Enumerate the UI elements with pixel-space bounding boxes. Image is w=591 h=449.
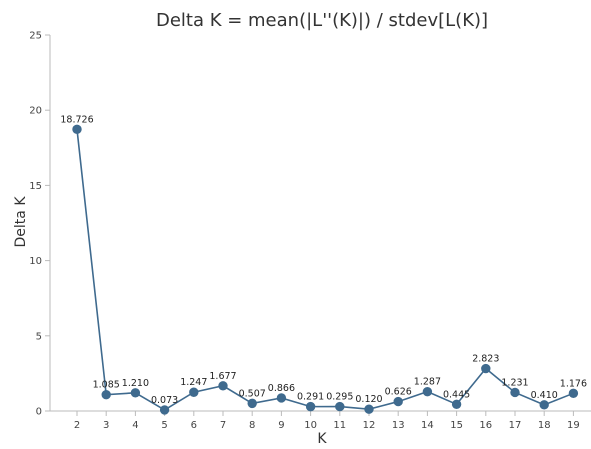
x-tick-label: 2 (74, 420, 80, 431)
y-tick-label: 20 (29, 106, 42, 117)
data-point (451, 399, 462, 410)
data-point (130, 388, 141, 398)
data-label: 0.120 (355, 394, 382, 405)
data-label: 1.085 (93, 380, 120, 391)
data-label: 2.823 (472, 354, 499, 365)
data-point (364, 404, 374, 414)
series-delta-k (72, 124, 579, 415)
data-point (247, 398, 257, 409)
data-point (189, 387, 199, 397)
series-line (76, 129, 574, 411)
x-tick-label: 4 (132, 420, 138, 431)
data-label: 1.287 (414, 377, 441, 388)
x-tick-label: 11 (333, 420, 346, 431)
x-tick-label: 3 (103, 420, 109, 431)
data-label: 0.866 (268, 383, 295, 394)
data-label: 0.291 (297, 392, 324, 403)
x-tick-label: 8 (249, 420, 255, 431)
x-tick-label: 18 (538, 420, 551, 431)
data-label: 1.210 (122, 378, 149, 389)
data-label: 18.726 (60, 114, 93, 125)
y-tick-label: 5 (36, 331, 42, 342)
y-tick-label: 15 (29, 181, 42, 192)
x-tick-label: 17 (509, 420, 522, 431)
x-tick-label: 15 (450, 420, 463, 431)
data-point (101, 389, 111, 400)
y-tick-label: 0 (36, 407, 42, 418)
data-point (422, 386, 433, 397)
data-label: 1.247 (180, 377, 207, 388)
data-point (481, 363, 491, 374)
data-point (335, 401, 345, 412)
data-label: 0.507 (239, 388, 266, 399)
x-axis-label: K (317, 431, 327, 447)
x-axis-ticks: 2 3 4 5 6 7 8 9 10 11 12 13 14 15 16 17 18 19 (74, 411, 580, 431)
data-point (510, 387, 520, 398)
y-axis-label: Delta K (13, 196, 29, 248)
data-point (218, 381, 228, 391)
data-point (393, 396, 403, 407)
data-label: 1.231 (501, 377, 528, 388)
data-label: 1.677 (209, 371, 236, 382)
x-tick-label: 14 (421, 420, 434, 431)
x-tick-label: 6 (191, 420, 197, 431)
x-tick-label: 13 (392, 420, 405, 431)
y-tick-label: 25 (29, 31, 42, 42)
x-tick-label: 19 (567, 420, 580, 431)
x-tick-label: 5 (161, 420, 167, 431)
x-tick-label: 12 (363, 420, 376, 431)
x-tick-label: 7 (220, 420, 226, 431)
data-point (305, 401, 316, 412)
data-label: 0.445 (443, 389, 470, 400)
data-label: 1.176 (560, 378, 587, 389)
data-label: 0.295 (326, 392, 353, 403)
x-tick-label: 9 (278, 420, 284, 431)
data-label: 0.073 (151, 395, 178, 406)
data-point (276, 393, 287, 403)
x-tick-label: 10 (304, 420, 317, 431)
chart-title: Delta K = mean(|L''(K)|) / stdev[L(K)] (156, 10, 488, 31)
x-tick-label: 16 (479, 420, 492, 431)
data-label: 0.626 (385, 387, 412, 398)
data-point (568, 388, 579, 399)
data-point (72, 124, 82, 135)
data-point (159, 405, 170, 415)
data-label: 0.410 (531, 390, 558, 401)
data-point (539, 400, 549, 410)
y-tick-label: 10 (29, 256, 42, 267)
y-axis-ticks: 0 5 10 15 20 25 (29, 31, 50, 418)
